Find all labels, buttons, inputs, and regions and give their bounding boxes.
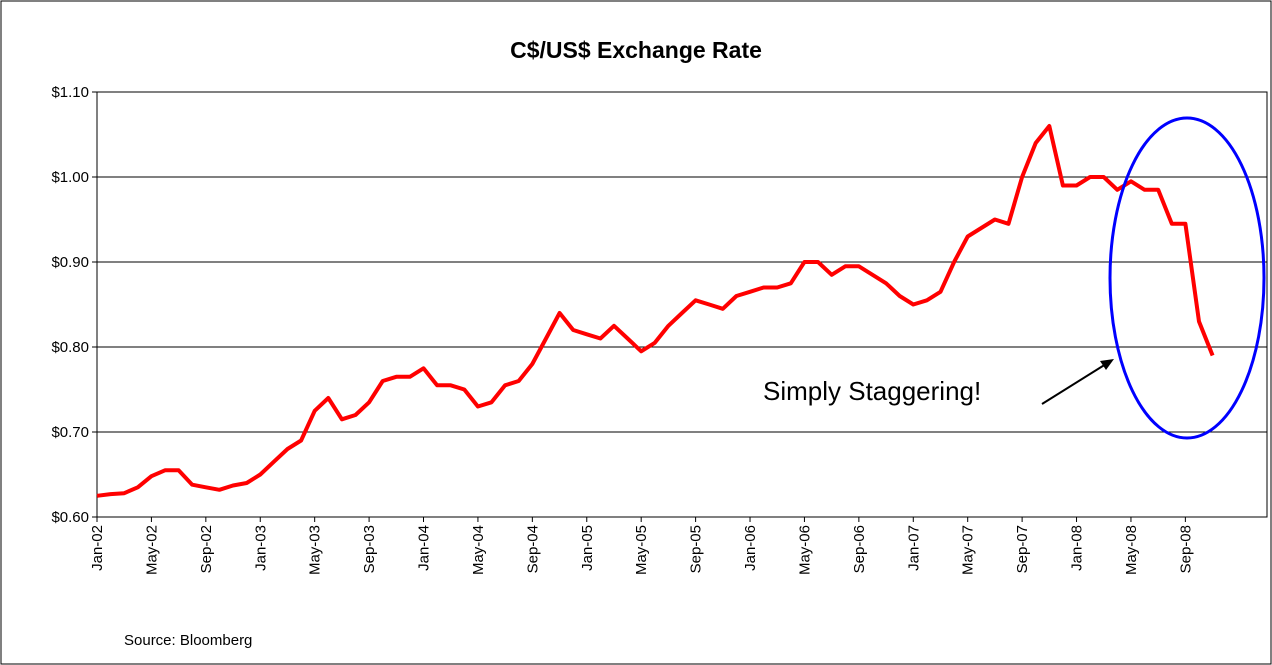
chart-title: C$/US$ Exchange Rate <box>510 37 762 63</box>
x-tick-label: May-03 <box>307 525 324 575</box>
annotation: Simply Staggering! <box>763 376 981 406</box>
x-tick-label: May-06 <box>796 525 813 575</box>
x-tick-label: Jan-05 <box>579 525 596 571</box>
plot-area <box>96 91 1268 518</box>
x-tick-label: Jan-06 <box>742 525 759 571</box>
x-tick-label: Sep-03 <box>361 525 378 573</box>
x-tick-label: Sep-05 <box>688 525 705 573</box>
x-tick-label: Jan-02 <box>89 525 106 571</box>
x-tick-label: May-08 <box>1123 525 1140 575</box>
line-series <box>96 124 1215 498</box>
highlight-ellipse <box>1108 116 1266 440</box>
x-tick-label: Sep-08 <box>1177 525 1194 573</box>
annotation-arrow <box>1041 363 1107 405</box>
y-tick-label: $0.70 <box>51 424 89 441</box>
y-tick-label: $1.00 <box>51 169 89 186</box>
y-tick-label: $0.90 <box>51 254 89 271</box>
x-tick-label: May-04 <box>470 525 487 575</box>
x-tick-label: Jan-07 <box>905 525 922 571</box>
x-tick-label: Jan-03 <box>252 525 269 571</box>
x-tick-label: Sep-04 <box>524 525 541 573</box>
x-tick-label: May-05 <box>633 525 650 575</box>
x-tick-label: May-02 <box>143 525 160 575</box>
source-note: Source: Bloomberg <box>124 632 252 649</box>
x-tick-label: Jan-04 <box>416 525 433 571</box>
x-tick-label: Sep-02 <box>198 525 215 573</box>
y-tick-label: $0.60 <box>51 509 89 526</box>
arrow-head <box>1100 359 1114 370</box>
x-tick-label: May-07 <box>960 525 977 575</box>
x-tick-label: Sep-06 <box>851 525 868 573</box>
y-tick-label: $0.80 <box>51 339 89 356</box>
x-tick-label: Jan-08 <box>1069 525 1086 571</box>
x-tick-label: Sep-07 <box>1014 525 1031 573</box>
y-tick-label: $1.10 <box>51 84 89 101</box>
